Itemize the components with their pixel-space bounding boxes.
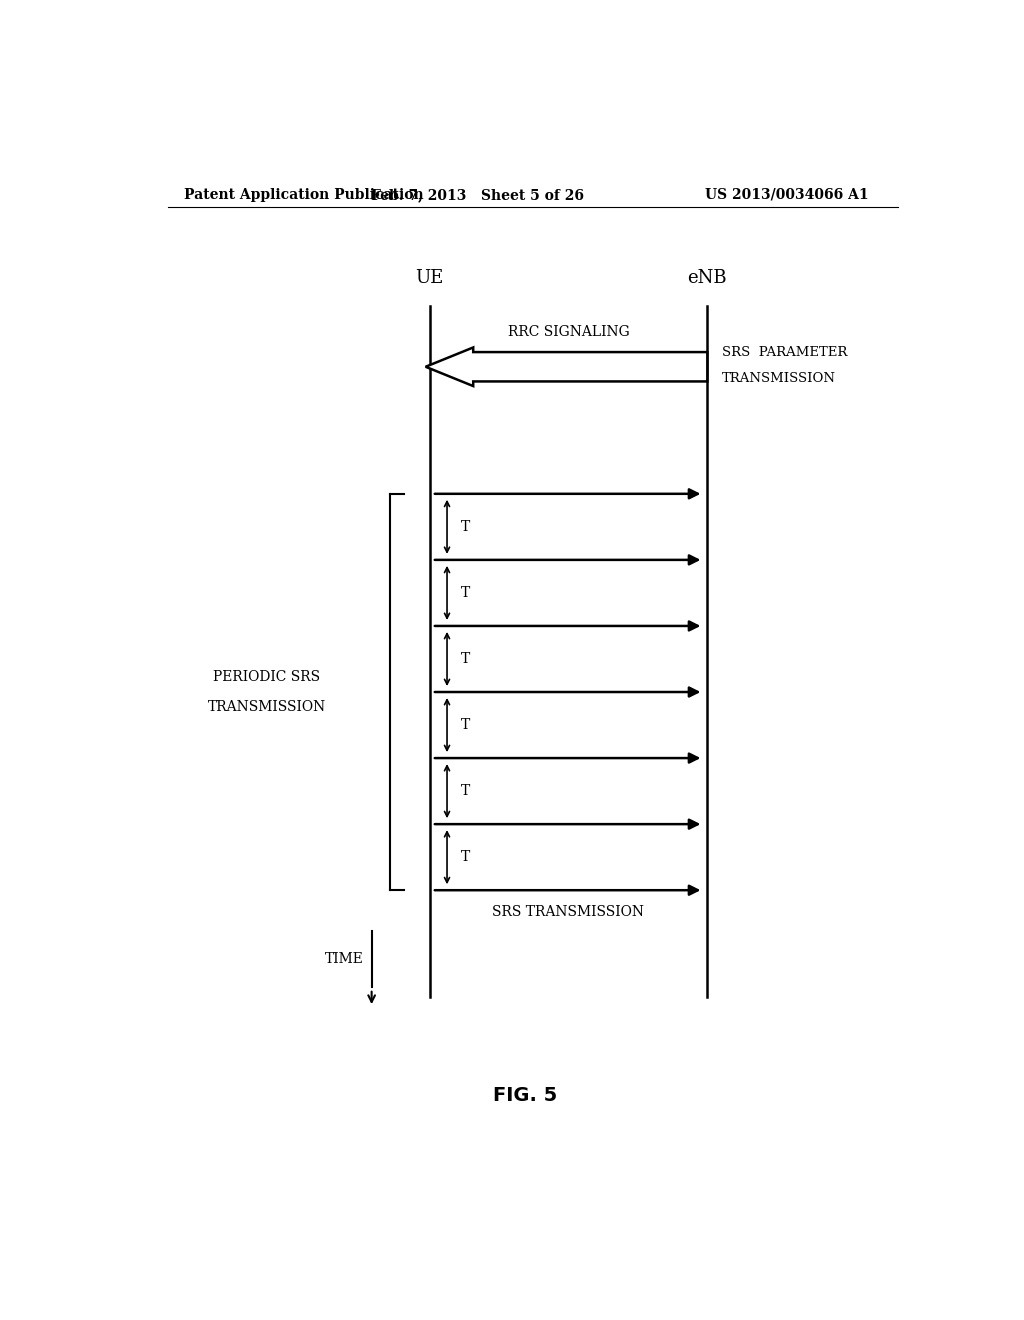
Text: UE: UE <box>416 269 443 288</box>
Text: T: T <box>462 784 471 799</box>
Text: eNB: eNB <box>687 269 727 288</box>
Polygon shape <box>426 347 708 385</box>
Text: SRS  PARAMETER: SRS PARAMETER <box>722 346 847 359</box>
Text: Patent Application Publication: Patent Application Publication <box>183 187 423 202</box>
Text: RRC SIGNALING: RRC SIGNALING <box>508 325 630 339</box>
Text: T: T <box>462 520 471 533</box>
Text: T: T <box>462 652 471 667</box>
Text: TIME: TIME <box>325 952 364 966</box>
Text: SRS TRANSMISSION: SRS TRANSMISSION <box>493 906 644 920</box>
Text: T: T <box>462 850 471 865</box>
Text: TRANSMISSION: TRANSMISSION <box>722 372 836 385</box>
Text: T: T <box>462 586 471 599</box>
Text: FIG. 5: FIG. 5 <box>493 1086 557 1105</box>
Text: T: T <box>462 718 471 733</box>
Text: Feb. 7, 2013   Sheet 5 of 26: Feb. 7, 2013 Sheet 5 of 26 <box>371 187 584 202</box>
Text: PERIODIC SRS: PERIODIC SRS <box>213 669 321 684</box>
Text: TRANSMISSION: TRANSMISSION <box>208 700 326 714</box>
Text: US 2013/0034066 A1: US 2013/0034066 A1 <box>705 187 868 202</box>
